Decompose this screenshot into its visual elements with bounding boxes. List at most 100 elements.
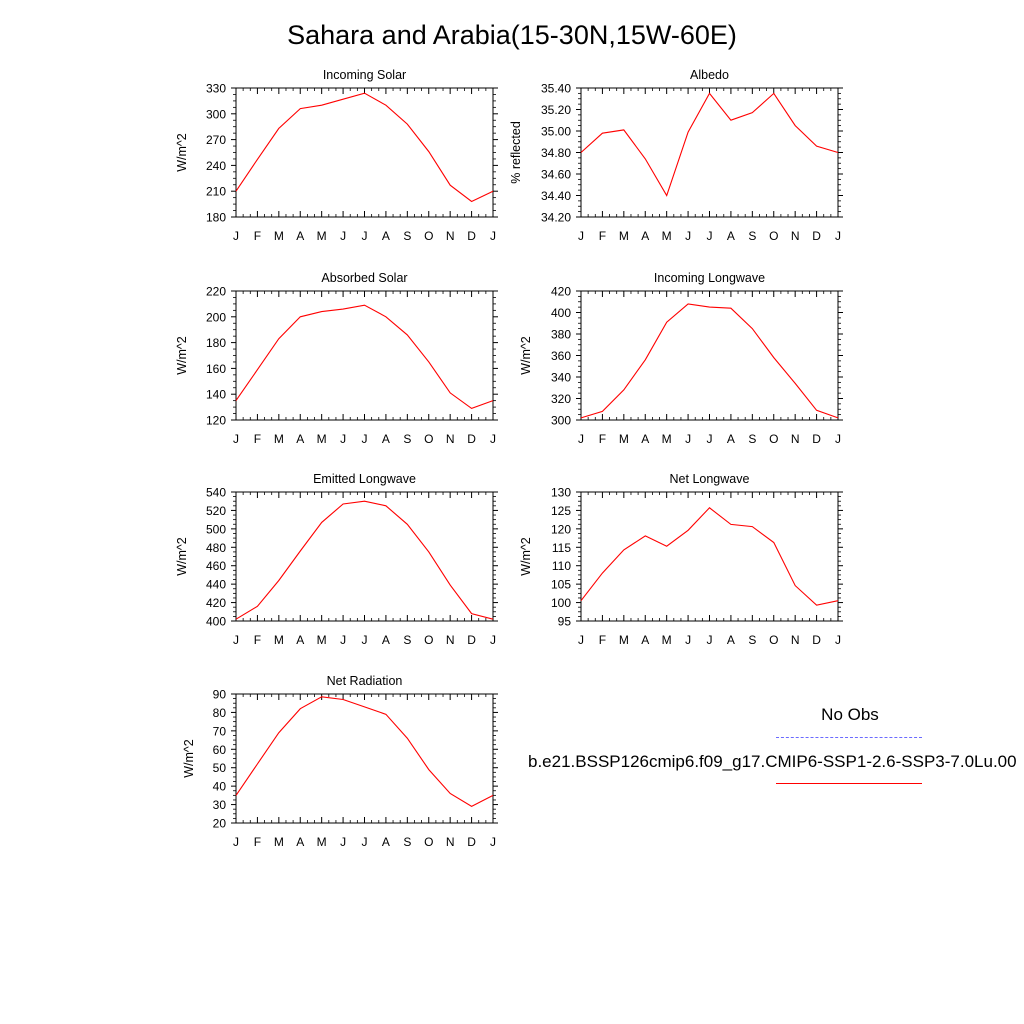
x-tick-label: M [317,229,327,243]
y-tick-label: 160 [206,362,226,376]
y-tick-label: 300 [551,414,571,428]
y-tick-label: 115 [552,541,571,555]
x-tick-label: M [317,633,327,647]
x-tick-label: S [403,432,411,446]
x-tick-label: O [769,229,778,243]
x-tick-label: D [812,229,821,243]
series-line [580,507,839,606]
x-tick-label: D [467,633,476,647]
plot-frame [580,491,839,622]
x-tick-label: J [578,633,584,647]
x-tick-label: D [467,835,476,849]
y-tick-label: 180 [206,336,226,350]
x-tick-label: N [791,633,800,647]
y-tick-label: 360 [551,349,571,363]
y-tick-label: 330 [206,82,226,96]
x-tick-label: J [340,229,346,243]
y-axis-label: W/m^2 [519,336,533,375]
x-tick-label: A [296,432,304,446]
y-tick-label: 80 [213,706,227,720]
x-tick-label: J [490,432,496,446]
x-tick-label: D [812,633,821,647]
x-tick-label: J [233,835,239,849]
y-tick-label: 300 [206,107,226,121]
x-tick-label: J [490,229,496,243]
x-tick-label: N [791,432,800,446]
page-title: Sahara and Arabia(15-30N,15W-60E) [287,20,737,50]
y-tick-label: 60 [213,743,227,757]
plot-frame [235,290,494,421]
series-line [235,500,494,620]
y-tick-label: 440 [206,578,226,592]
x-tick-label: S [748,633,756,647]
y-tick-label: 460 [206,559,226,573]
plot-frame [235,87,494,218]
x-tick-label: A [727,633,735,647]
x-tick-label: S [403,229,411,243]
y-tick-label: 35.00 [541,125,571,139]
x-tick-label: D [467,432,476,446]
x-tick-label: M [662,432,672,446]
y-tick-label: 120 [206,414,226,428]
y-tick-label: 50 [213,761,227,775]
x-tick-label: N [446,633,455,647]
y-tick-label: 180 [206,211,226,225]
chart-panel-3: J F M A M J J A S O N D J120140160180200220Absorbed … [175,271,498,446]
x-tick-label: M [317,835,327,849]
x-tick-label: J [707,229,713,243]
y-tick-label: 125 [551,504,571,518]
chart-panel-1: J F M A M J J A S O N D J180210240270300330Incoming … [175,68,498,243]
x-tick-label: J [340,432,346,446]
x-tick-label: J [685,432,691,446]
x-tick-label: M [662,229,672,243]
x-tick-label: N [446,835,455,849]
y-tick-label: 70 [213,724,227,738]
x-tick-label: A [382,633,390,647]
x-tick-label: A [727,229,735,243]
chart-title: Incoming Solar [323,68,406,82]
x-tick-label: J [835,633,841,647]
x-tick-label: S [403,633,411,647]
x-tick-label: O [424,633,433,647]
legend-case-label: b.e21.BSSP126cmip6.f09_g17.CMIP6-SSP1-2.… [528,752,1017,771]
x-tick-label: M [274,229,284,243]
x-tick-label: F [599,432,606,446]
x-tick-label: F [599,229,606,243]
y-tick-label: 380 [551,328,571,342]
y-tick-label: 420 [206,596,226,610]
series-line [580,303,839,419]
chart-title: Incoming Longwave [654,271,765,285]
x-tick-label: M [317,432,327,446]
y-tick-label: 120 [551,522,571,536]
y-axis-label: W/m^2 [175,336,189,375]
chart-title: Emitted Longwave [313,472,416,486]
series-line [235,304,494,410]
x-tick-label: A [296,633,304,647]
x-tick-label: S [403,835,411,849]
x-tick-label: O [769,633,778,647]
y-tick-label: 34.40 [541,189,571,203]
plot-frame [235,491,494,622]
y-axis-label: W/m^2 [175,537,189,576]
x-tick-label: J [685,229,691,243]
plot-frame [235,693,494,824]
x-tick-label: J [362,633,368,647]
x-tick-label: S [748,229,756,243]
y-tick-label: 420 [551,285,571,299]
y-tick-label: 400 [551,306,571,320]
chart-title: Absorbed Solar [321,271,407,285]
x-tick-label: N [791,229,800,243]
x-tick-label: A [382,229,390,243]
x-tick-label: J [707,432,713,446]
y-tick-label: 540 [206,486,226,500]
x-tick-label: J [362,835,368,849]
y-tick-label: 95 [558,615,572,629]
y-axis-label: W/m^2 [175,133,189,172]
x-tick-label: N [446,229,455,243]
legend-case-swatch [776,783,922,784]
x-tick-label: J [362,229,368,243]
y-tick-label: 110 [552,559,571,573]
plot-frame [580,87,839,218]
y-tick-label: 100 [551,596,571,610]
